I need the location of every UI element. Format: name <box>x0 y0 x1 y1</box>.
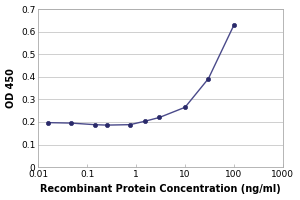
Y-axis label: OD 450: OD 450 <box>6 68 16 108</box>
X-axis label: Recombinant Protein Concentration (ng/ml): Recombinant Protein Concentration (ng/ml… <box>40 184 281 194</box>
